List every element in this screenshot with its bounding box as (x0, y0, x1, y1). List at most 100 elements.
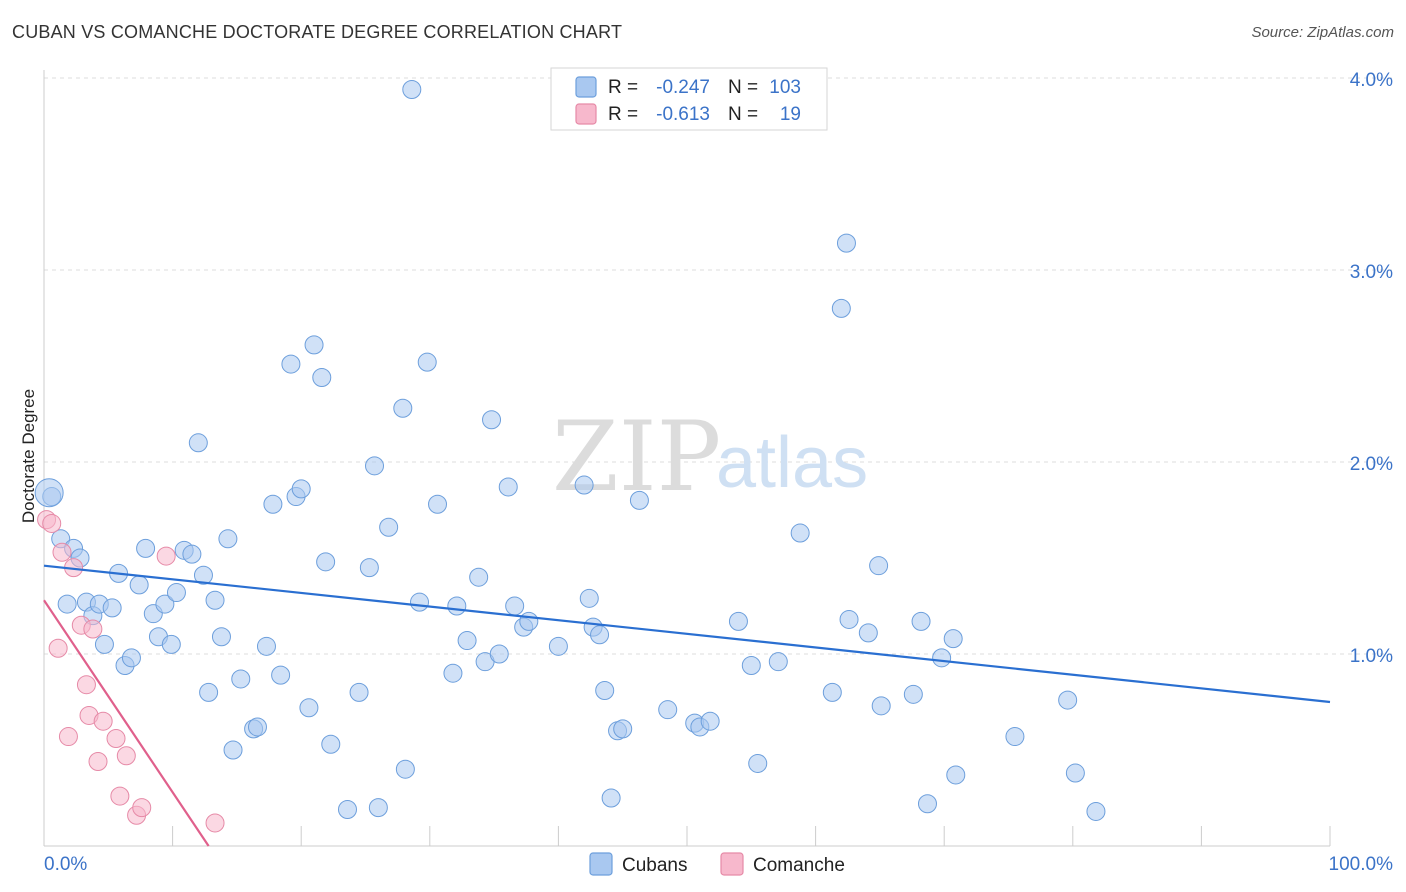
cubans-point (368, 798, 388, 818)
comanche-point (42, 513, 62, 533)
cubans-point (1005, 727, 1025, 747)
cubans-point (365, 456, 385, 476)
cubans-point (579, 588, 599, 608)
cubans-point (94, 634, 114, 654)
cubans-point (946, 765, 966, 785)
cubans-point (1086, 801, 1106, 821)
cubans-point (121, 648, 141, 668)
cubans-point (166, 583, 186, 603)
cubans-point (447, 596, 467, 616)
comanche-point (83, 619, 103, 639)
cubans-trend-line (43, 564, 1331, 704)
comanche-point (48, 638, 68, 658)
y-tick-label-1: 2.0% (1350, 454, 1393, 475)
comanche-point (52, 542, 72, 562)
data-points (34, 80, 1106, 833)
cubans-point (205, 590, 225, 610)
comanche-point (156, 546, 176, 566)
cubans-point (155, 594, 175, 614)
y-tick-labels: 1.0% 2.0% 3.0% 4.0% (1350, 70, 1393, 667)
y-axis-label: Doctorate Degree (19, 389, 38, 523)
cubans-point (321, 734, 341, 754)
cubans-point (768, 652, 788, 672)
cubans-point (871, 696, 891, 716)
chart-title: CUBAN VS COMANCHE DOCTORATE DEGREE CORRE… (12, 22, 623, 42)
bottom-legend-swatch-cubans (589, 852, 613, 876)
cubans-point (102, 598, 122, 618)
cubans-point (428, 494, 448, 514)
cubans-point (199, 682, 219, 702)
comanche-point (132, 798, 152, 818)
bottom-legend-swatch-comanche (720, 852, 744, 876)
legend-n-label-comanche: N = (728, 104, 758, 125)
cubans-point (349, 682, 369, 702)
cubans-point (443, 663, 463, 683)
cubans-point (574, 475, 594, 495)
cubans-point (741, 656, 761, 676)
cubans-point (34, 478, 64, 508)
bottom-legend-label-cubans[interactable]: Cubans (622, 855, 688, 876)
correlation-legend: R = -0.247 N = 103 R = -0.613 N = 19 (550, 67, 828, 131)
cubans-point (658, 700, 678, 720)
cubans-point (457, 631, 477, 651)
cubans-point (748, 753, 768, 773)
y-tick-label-0: 1.0% (1350, 646, 1393, 667)
comanche-point (106, 728, 126, 748)
cubans-point (700, 711, 720, 731)
cubans-point (57, 594, 77, 614)
cubans-point (211, 627, 231, 647)
comanche-point (88, 752, 108, 772)
cubans-point (1065, 763, 1085, 783)
comanche-point (110, 786, 130, 806)
cubans-point (943, 629, 963, 649)
cubans-point (489, 644, 509, 664)
cubans-point (161, 634, 181, 654)
cubans-point (601, 788, 621, 808)
cubans-point (839, 609, 859, 629)
cubans-point (247, 717, 267, 737)
cubans-point (395, 759, 415, 779)
cubans-point (911, 611, 931, 631)
cubans-point (790, 523, 810, 543)
bottom-legend-label-comanche[interactable]: Comanche (753, 855, 845, 876)
cubans-point (613, 719, 633, 739)
x-tick-labels: 0.0% 100.0% (44, 854, 1393, 875)
cubans-point (822, 682, 842, 702)
cubans-point (831, 298, 851, 318)
legend-swatch-comanche (575, 103, 597, 125)
cubans-point (193, 565, 213, 585)
cubans-point (316, 552, 336, 572)
cubans-point (903, 684, 923, 704)
cubans-point (129, 575, 149, 595)
cubans-point (304, 335, 324, 355)
comanche-point (76, 675, 96, 695)
cubans-point (312, 368, 332, 388)
legend-r-value-comanche: -0.613 (656, 104, 710, 125)
cubans-point (410, 592, 430, 612)
cubans-point (281, 354, 301, 374)
comanche-point (205, 813, 225, 833)
legend-r-label-comanche: R = (608, 104, 638, 125)
y-tick-label-3: 4.0% (1350, 70, 1393, 91)
cubans-point (291, 479, 311, 499)
cubans-point (271, 665, 291, 685)
cubans-point (299, 698, 319, 718)
comanche-point (116, 746, 136, 766)
grid-lines (44, 77, 1392, 655)
cubans-point (417, 352, 437, 372)
cubans-point (482, 410, 502, 430)
legend-n-value-cubans: 103 (769, 77, 801, 98)
cubans-point (223, 740, 243, 760)
legend-r-label-cubans: R = (608, 77, 638, 98)
cubans-point (263, 494, 283, 514)
axes (43, 70, 1331, 847)
watermark-atlas: atlas (716, 423, 868, 503)
series-legend: Cubans Comanche (589, 852, 845, 876)
legend-r-value-cubans: -0.247 (656, 77, 710, 98)
comanche-point (93, 711, 113, 731)
trend-lines (43, 564, 1331, 847)
source-credit: Source: ZipAtlas.com (1251, 24, 1394, 41)
cubans-point (182, 544, 202, 564)
cubans-point (519, 611, 539, 631)
